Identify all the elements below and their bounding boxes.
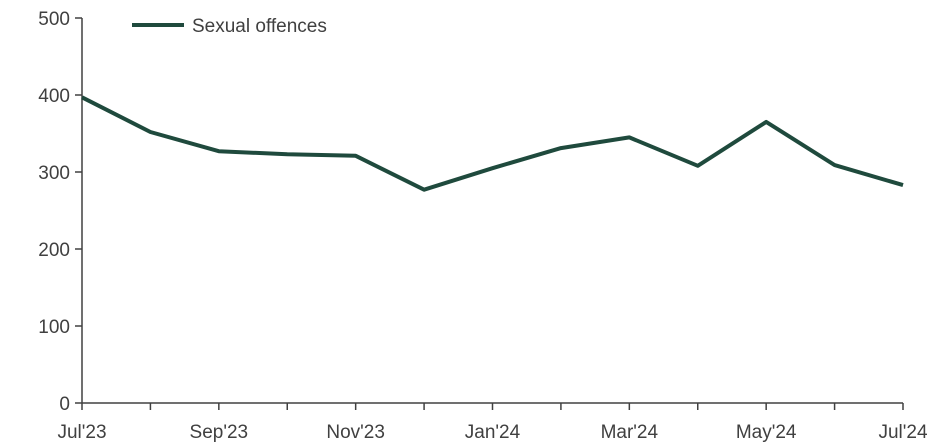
x-tick-label: Nov'23 <box>326 422 385 442</box>
x-tick-label: Jul'23 <box>57 422 106 442</box>
series-line-sexual-offences <box>81 95 904 192</box>
y-tick-label: 0 <box>59 394 70 415</box>
y-tick-label: 400 <box>38 86 70 107</box>
plot-area <box>81 95 904 192</box>
x-tick-label: Jan'24 <box>465 422 521 442</box>
x-tick-label: Jul'24 <box>878 422 927 442</box>
x-tick-label: Sep'23 <box>190 422 249 442</box>
legend-label-sexual-offences: Sexual offences <box>192 16 327 37</box>
y-tick-label: 200 <box>38 240 70 261</box>
legend: Sexual offences <box>132 16 327 37</box>
y-tick-label: 100 <box>38 317 70 338</box>
x-tick-label: Mar'24 <box>601 422 659 442</box>
y-axis: 0 100 200 300 400 500 <box>38 9 83 415</box>
x-tick-label: May'24 <box>736 422 797 442</box>
x-axis: Jul'23 Sep'23 Nov'23 Jan'24 Mar'24 May'24 Jul'… <box>57 402 928 442</box>
y-tick-label: 500 <box>38 9 70 30</box>
y-tick-label: 300 <box>38 163 70 184</box>
